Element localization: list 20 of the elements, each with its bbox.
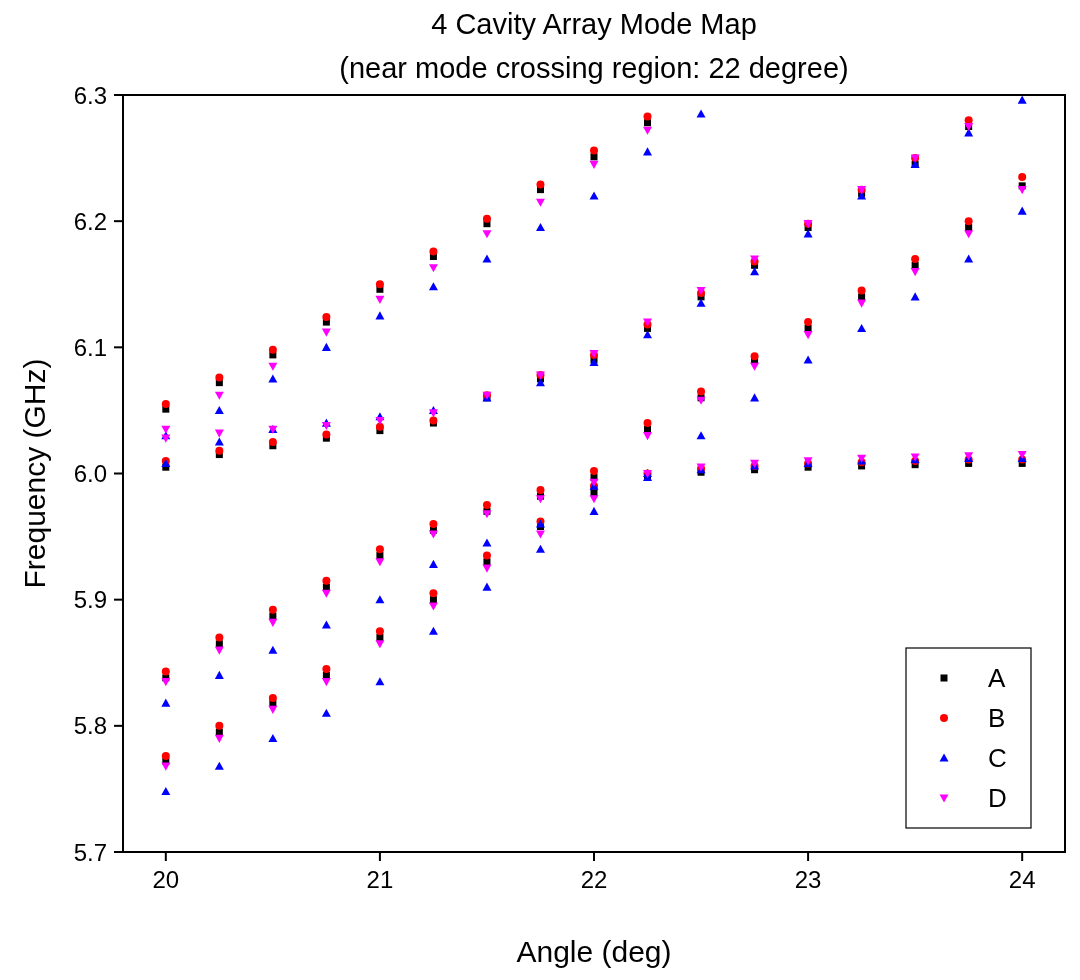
legend-label: C [988,743,1007,773]
y-axis-title: Frequency (GHz) [17,358,51,589]
x-tick-label: 20 [152,866,180,893]
legend-label: A [988,663,1006,693]
x-tick-label: 23 [794,866,822,893]
y-tick-label: 6.0 [73,460,107,487]
legend-label: B [988,703,1006,733]
y-tick-label: 5.8 [73,712,107,740]
chart-subtitle: (near mode crossing region: 22 degree) [339,52,849,84]
x-tick-label: 22 [580,866,608,893]
x-axis-title: Angle (deg) [516,935,672,968]
y-tick-label: 6.3 [73,81,107,109]
x-tick-label: 24 [1008,866,1036,893]
y-tick-label: 5.9 [73,586,107,614]
y-tick-label: 6.2 [73,207,107,235]
legend-label: D [988,783,1007,813]
x-tick-label: 21 [366,866,394,893]
y-tick-label: 6.1 [73,333,107,361]
y-tick-label: 5.7 [73,838,107,866]
chart-title: 4 Cavity Array Mode Map [431,8,757,40]
